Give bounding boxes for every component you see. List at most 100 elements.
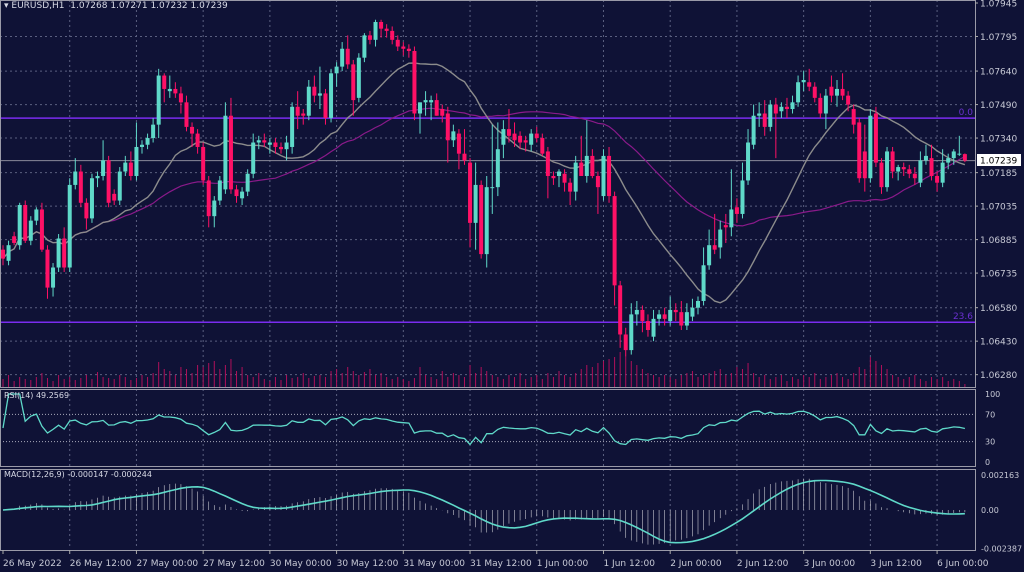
macd-label: MACD(12,26,9): [4, 470, 65, 479]
candle-body: [206, 180, 211, 217]
moving-average-slow: [2, 107, 966, 259]
candle-body: [490, 187, 495, 189]
candle: [128, 151, 133, 181]
candle: [751, 104, 756, 150]
candle: [62, 227, 67, 272]
candle: [351, 59, 356, 116]
time-tick-label: 3 Jun 00:00: [804, 559, 856, 569]
candle-body: [45, 249, 50, 288]
candle-body: [228, 115, 233, 190]
price-axis[interactable]: 1.07945 1.07795 1.07640 1.07490 1.07340 1.071…: [975, 0, 1017, 381]
candle-body: [773, 104, 778, 114]
price-tick-label: 1.06735: [980, 270, 1017, 280]
macd-header: MACD(12,26,9) -0.000147 -0.000244: [4, 470, 152, 479]
candle: [284, 135, 289, 161]
candle: [406, 44, 411, 58]
candle-body: [573, 162, 578, 192]
candle: [379, 19, 384, 38]
candle: [367, 30, 372, 45]
price-tick-label: 1.06430: [980, 338, 1017, 348]
candle: [562, 169, 567, 192]
candle: [707, 229, 712, 270]
candle-body: [534, 133, 539, 139]
candle-body: [12, 236, 17, 243]
price-tick-label: 1.07640: [980, 68, 1017, 78]
candle: [634, 300, 639, 326]
symbol-label: EURUSD,H1: [11, 1, 65, 11]
candle: [323, 88, 328, 125]
candle: [151, 117, 156, 143]
macd-main-value: -0.000147: [67, 470, 109, 479]
candle-body: [379, 21, 384, 29]
panel-frame: [0, 389, 976, 467]
candle-body: [468, 162, 473, 223]
candle-body: [912, 173, 917, 179]
candle: [195, 129, 200, 154]
candle-body: [690, 307, 695, 317]
candle-body: [885, 151, 890, 188]
candle: [451, 124, 456, 147]
candle: [779, 102, 784, 118]
candle-body: [329, 73, 334, 118]
time-axis[interactable]: 26 May 2022 26 May 12:00 27 May 00:00 27 Ma…: [2, 550, 989, 569]
candle: [673, 303, 678, 322]
candle-body: [840, 88, 845, 96]
candle: [718, 220, 723, 259]
candle-body: [562, 173, 567, 183]
candle-body: [857, 122, 862, 179]
candle-body: [134, 146, 139, 176]
candle-body: [696, 300, 700, 308]
candle: [829, 75, 834, 103]
candle: [56, 234, 61, 272]
candle: [212, 196, 217, 228]
candle-body: [512, 133, 517, 141]
candle-body: [779, 106, 784, 112]
candle: [45, 245, 50, 299]
candle-body: [623, 334, 628, 351]
candle: [512, 122, 517, 147]
candle: [418, 102, 422, 134]
candle-body: [162, 75, 167, 89]
candle-body: [784, 106, 789, 110]
candle-body: [84, 202, 89, 219]
candle: [835, 80, 839, 107]
candle: [851, 104, 856, 134]
candle: [918, 151, 923, 188]
candle: [807, 68, 812, 92]
time-tick-label: 31 May 00:00: [403, 559, 465, 569]
candle: [167, 75, 172, 98]
candle: [301, 109, 306, 125]
candle: [84, 198, 89, 230]
candle: [178, 86, 183, 114]
candle-body: [951, 151, 956, 159]
candle: [590, 149, 595, 179]
candle-body: [729, 209, 734, 228]
candle-body: [868, 115, 873, 179]
candle-body: [557, 171, 561, 176]
candle-body: [190, 126, 195, 134]
candle: [940, 149, 945, 188]
candle: [390, 26, 395, 45]
candle-body: [451, 131, 456, 141]
candle: [534, 126, 539, 143]
candle-body: [946, 158, 951, 163]
candle: [340, 42, 345, 72]
candle-body: [723, 225, 728, 228]
macd-tick-label: 0.00: [981, 506, 999, 515]
candle: [490, 124, 495, 214]
candle: [223, 102, 228, 194]
candle-body: [156, 75, 161, 125]
candle: [495, 122, 500, 197]
candle: [73, 158, 78, 190]
rsi-tick-label: 100: [985, 390, 1000, 399]
price-tick-label: 1.07185: [980, 169, 1017, 179]
candle-body: [406, 48, 411, 51]
time-tick-label: 31 May 12:00: [470, 559, 532, 569]
candle: [267, 138, 272, 154]
candle-body: [929, 158, 934, 176]
dropdown-triangle-icon[interactable]: ▾: [4, 1, 12, 11]
candle: [190, 122, 195, 147]
candle: [501, 120, 506, 159]
candle-body: [340, 48, 345, 67]
